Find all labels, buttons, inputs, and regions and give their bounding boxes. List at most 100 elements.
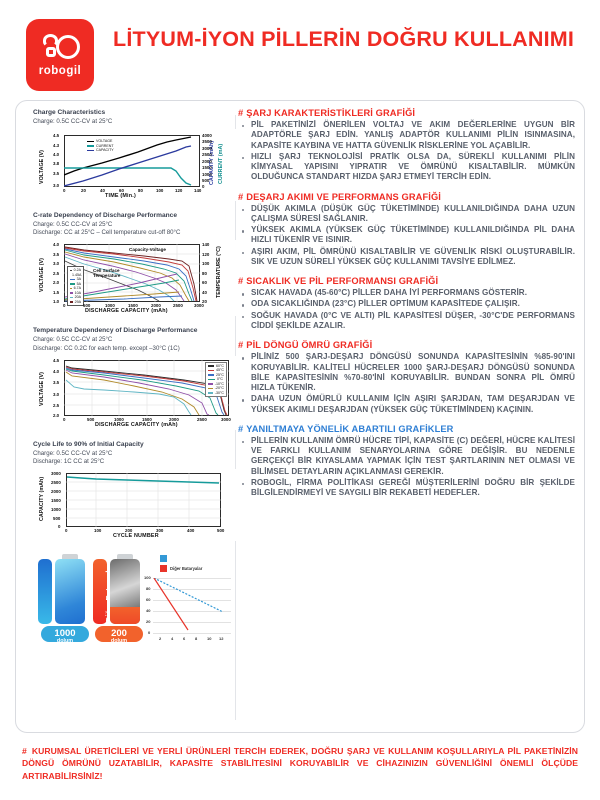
ytick: 1000 bbox=[51, 507, 61, 513]
legend-item: 10A bbox=[74, 290, 81, 295]
ytick-right: 60 bbox=[202, 280, 207, 286]
ytick: 0 bbox=[58, 524, 61, 530]
mini-decline-chart: Diğer Bataryalar 100 80 60 40 20 0 2 4 bbox=[137, 554, 233, 642]
bullet-item: SOĞUK HAVADA (0°C VE ALTI) PİL KAPASİTES… bbox=[238, 311, 575, 332]
hash-marker: # bbox=[238, 276, 244, 287]
xtick: 2000 bbox=[151, 303, 161, 309]
chart-cycle-life: Cycle Life to 90% of Initial Capacity Ch… bbox=[33, 441, 238, 542]
chart2-legend: 0.2A 1.45A 3A 5A 6.7A 10A 20A 29A bbox=[67, 266, 84, 307]
mini-ytick: 0 bbox=[148, 630, 151, 636]
logo-wordmark: robogil bbox=[38, 64, 82, 77]
section-bullets: PİLİNİZ 500 ŞARJ-DEŞARJ DÖNGÜSÜ SONUNDA … bbox=[238, 352, 575, 415]
footer-text: KURUMSAL ÜRETİCİLERİ VE YERLİ ÜRÜNLERİ T… bbox=[22, 746, 578, 781]
chart2-xlabel: DISCHARGE CAPACITY (mAh) bbox=[85, 308, 168, 315]
section-sicaklik-ve-pil: # SICAKLIK VE PİL PERFORMANSI GRAFİĞİ SIC… bbox=[238, 276, 575, 331]
chart3-plot: 60°C 45°C 25°C 0°C -10°C -20°C -30°C VOL… bbox=[33, 355, 238, 430]
ytick: 3.5 bbox=[53, 252, 60, 258]
battery-right-slim bbox=[93, 559, 107, 625]
charts-column: Charge Characteristics Charge: 0.5C CC-C… bbox=[33, 109, 238, 645]
xtick: 2000 bbox=[169, 416, 179, 422]
ytick: 3.0 bbox=[53, 391, 60, 397]
chart3-xlabel: DISCHARGE CAPACITY (mAh) bbox=[95, 421, 178, 428]
battery-comparison-graphic: 1000 dolum Diğer Bataryalar 200 dolum Di… bbox=[33, 550, 233, 645]
bullet-item: YÜKSEK AKIMLA (YÜKSEK GÜÇ TÜKETİMİNDE) K… bbox=[238, 225, 575, 246]
battery-left-sub: dolum bbox=[56, 638, 74, 645]
ytick-right: 500 bbox=[202, 178, 210, 184]
legend-item: 6.7A bbox=[73, 286, 81, 291]
chart3-subtitle2: Discharge: CC 0.2C for each temp. except… bbox=[33, 344, 180, 352]
hash-marker: # bbox=[238, 340, 244, 351]
chart1-legend: VOLTAGE CURRENT CAPACITY bbox=[85, 138, 116, 154]
xtick: 80 bbox=[138, 188, 143, 194]
section-heading-text: ŞARJ KARAKTERİSTİKLERİ GRAFİĞİ bbox=[246, 108, 416, 118]
ytick: 2000 bbox=[51, 489, 61, 495]
xtick: 100 bbox=[94, 528, 102, 534]
legend-item: VOLTAGE bbox=[96, 139, 113, 144]
text-column: # ŞARJ KARAKTERİSTİKLERİ GRAFİĞİ PİL PAKE… bbox=[238, 108, 575, 507]
ytick: 3.0 bbox=[53, 183, 60, 189]
chart4-svg bbox=[66, 473, 221, 528]
ytick-right: 100 bbox=[202, 261, 210, 267]
legend-item: 1.45A bbox=[72, 272, 82, 277]
battery-left-slim bbox=[38, 559, 52, 625]
ytick-right: 80 bbox=[202, 271, 207, 277]
legend-item: 3A bbox=[76, 277, 81, 282]
legend-item: CAPACITY bbox=[96, 148, 114, 153]
xtick: 500 bbox=[83, 303, 91, 309]
robogil-logo: robogil bbox=[26, 19, 94, 91]
legend-item: 0.2A bbox=[73, 268, 81, 273]
xtick: 0 bbox=[63, 416, 66, 422]
ytick-right: 120 bbox=[202, 252, 210, 258]
battery-left-cap bbox=[62, 554, 78, 560]
ytick-right: 3500 bbox=[202, 139, 212, 145]
battery-right-cap bbox=[117, 554, 133, 560]
battery-right-fill bbox=[110, 607, 140, 625]
bullet-item: PİLİNİZ 500 ŞARJ-DEŞARJ DÖNGÜSÜ SONUNDA … bbox=[238, 352, 575, 393]
ytick: 4.5 bbox=[53, 357, 60, 363]
xtick: 40 bbox=[100, 188, 105, 194]
ytick-right: 2000 bbox=[202, 159, 212, 165]
mini-ytick: 60 bbox=[146, 597, 151, 603]
legend-item: 20A bbox=[74, 295, 81, 300]
section-bullets: SICAK HAVADA (45-60°C) PİLLER DAHA İYİ P… bbox=[238, 288, 575, 331]
bullet-item: DÜŞÜK AKIMLA (DÜŞÜK GÜÇ TÜKETİMİNDE) KUL… bbox=[238, 204, 575, 225]
footer-hash-marker: # bbox=[22, 746, 27, 756]
ytick: 3.0 bbox=[53, 261, 60, 267]
xtick: 2500 bbox=[197, 416, 207, 422]
ytick: 1500 bbox=[51, 498, 61, 504]
ytick: 3000 bbox=[51, 471, 61, 477]
ytick-right: 0 bbox=[202, 184, 205, 190]
section-bullets: PİL PAKETİNİZİ ÖNERİLEN VOLTAJ VE AKIM D… bbox=[238, 120, 575, 183]
legend-item: -20°C bbox=[214, 386, 224, 391]
legend-item: -30°C bbox=[214, 390, 224, 395]
ytick: 3.8 bbox=[53, 161, 60, 167]
bullet-item: SICAK HAVADA (45-60°C) PİLLER DAHA İYİ P… bbox=[238, 288, 575, 298]
robogil-logo-icon bbox=[38, 33, 82, 62]
xtick: 140 bbox=[194, 188, 202, 194]
xtick: 200 bbox=[125, 528, 133, 534]
battery-right-value: 200 bbox=[111, 628, 127, 640]
mini-legend-swatch-own bbox=[160, 555, 167, 563]
chart2-ylabel-right: TEMPERATURE (°C) bbox=[216, 246, 222, 299]
ytick: 2.0 bbox=[53, 280, 60, 286]
section-sarj-karakteristikleri: # ŞARJ KARAKTERİSTİKLERİ GRAFİĞİ PİL PAKE… bbox=[238, 108, 575, 183]
xtick: 400 bbox=[187, 528, 195, 534]
bullet-item: ROBOGİL, FİRMA POLİTİKASI GEREĞİ MÜŞTERİ… bbox=[238, 478, 575, 499]
mini-ytick: 20 bbox=[146, 619, 151, 625]
section-pil-dongu-omru: # PİL DÖNGÜ ÖMRÜ GRAFİĞİ PİLİNİZ 500 ŞARJ… bbox=[238, 340, 575, 415]
xtick: 3000 bbox=[194, 303, 204, 309]
section-heading-text: SICAKLIK VE PİL PERFORMANSI GRAFİĞİ bbox=[246, 276, 439, 287]
xtick: 500 bbox=[217, 528, 225, 534]
bullet-item: PİLLERİN KULLANIM ÖMRÜ HÜCRE TİPİ, KAPAS… bbox=[238, 436, 575, 477]
ytick: 2.5 bbox=[53, 402, 60, 408]
xtick: 100 bbox=[156, 188, 164, 194]
legend-item: -10°C bbox=[214, 381, 224, 386]
xtick: 20 bbox=[81, 188, 86, 194]
battery-left-pill: 1000 dolum bbox=[41, 626, 89, 645]
battery-left-value: 1000 bbox=[54, 628, 76, 640]
xtick: 60 bbox=[119, 188, 124, 194]
chart1-ylabel-right-current: CURRENT (mA) bbox=[218, 143, 224, 185]
ytick-right: 20 bbox=[202, 299, 207, 305]
mini-xtick: 10 bbox=[207, 636, 212, 642]
bullet-item: PİL PAKETİNİZİ ÖNERİLEN VOLTAJ VE AKIM D… bbox=[238, 120, 575, 151]
